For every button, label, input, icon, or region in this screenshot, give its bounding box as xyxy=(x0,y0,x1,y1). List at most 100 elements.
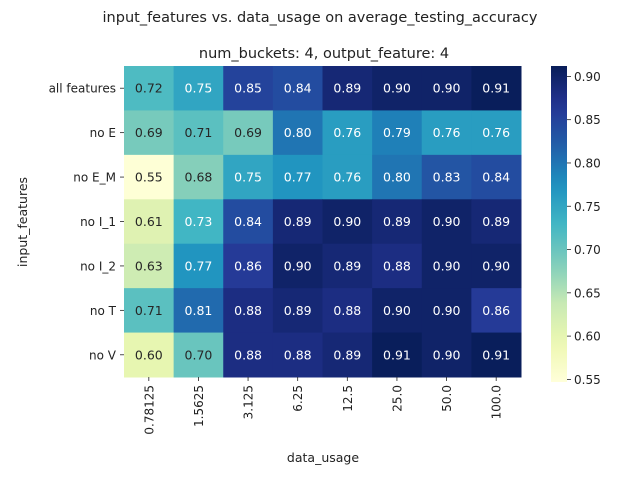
cell-value-label: 0.90 xyxy=(383,303,411,318)
cell-value-label: 0.83 xyxy=(433,170,461,185)
heatmap-cell xyxy=(421,110,472,156)
x-tick-label: 25.0 xyxy=(390,385,404,412)
heatmap-cell xyxy=(272,110,323,156)
cell-value-label: 0.77 xyxy=(185,258,213,273)
cell-value-label: 0.90 xyxy=(284,258,312,273)
heatmap-cell xyxy=(223,288,274,334)
heatmap-cell xyxy=(471,110,522,156)
cell-value-label: 0.80 xyxy=(284,125,312,140)
cell-value-label: 0.89 xyxy=(482,214,510,229)
cell-value-label: 0.72 xyxy=(135,81,163,96)
heatmap-cell xyxy=(124,332,175,378)
cell-value-label: 0.89 xyxy=(333,81,361,96)
colorbar-tick-label: 0.55 xyxy=(574,373,601,387)
cell-value-label: 0.90 xyxy=(433,347,461,362)
heatmap-cell xyxy=(272,243,323,289)
colorbar-tick-label: 0.70 xyxy=(574,243,601,257)
cell-value-label: 0.85 xyxy=(234,81,262,96)
cell-value-label: 0.55 xyxy=(135,170,163,185)
cell-value-label: 0.76 xyxy=(333,125,361,140)
cell-value-label: 0.86 xyxy=(482,303,510,318)
heatmap-cell xyxy=(322,332,373,378)
cell-value-label: 0.91 xyxy=(482,81,510,96)
cell-value-label: 0.71 xyxy=(135,303,163,318)
heatmap-cell xyxy=(372,332,423,378)
heatmap-cell xyxy=(173,110,224,156)
heatmap-cell xyxy=(372,243,423,289)
heatmap-cell xyxy=(421,332,472,378)
chart-subtitle: num_buckets: 4, output_feature: 4 xyxy=(199,46,449,62)
cell-value-label: 0.84 xyxy=(482,170,510,185)
heatmap-cell xyxy=(124,110,175,156)
heatmap-cell xyxy=(471,199,522,245)
heatmap-cell xyxy=(322,110,373,156)
heatmap-cell xyxy=(471,332,522,378)
cell-value-label: 0.75 xyxy=(234,170,262,185)
heatmap-cell xyxy=(272,66,323,111)
heatmap-cell xyxy=(272,199,323,245)
cell-value-label: 0.88 xyxy=(284,347,312,362)
cell-value-label: 0.88 xyxy=(234,347,262,362)
x-axis-label: data_usage xyxy=(287,450,359,465)
colorbar-tick-label: 0.90 xyxy=(574,70,601,84)
cell-value-label: 0.75 xyxy=(185,81,213,96)
cell-value-label: 0.63 xyxy=(135,258,163,273)
cell-value-label: 0.76 xyxy=(482,125,510,140)
heatmap-cell xyxy=(223,332,274,378)
heatmap-cell xyxy=(322,243,373,289)
heatmap-cell xyxy=(421,199,472,245)
cell-value-label: 0.91 xyxy=(482,347,510,362)
heatmap-cell xyxy=(372,110,423,156)
heatmap-cell xyxy=(272,154,323,200)
chart-title: input_features vs. data_usage on average… xyxy=(103,10,538,26)
cell-value-label: 0.90 xyxy=(433,258,461,273)
y-tick-label: all features xyxy=(49,82,116,96)
heatmap-cell xyxy=(124,154,175,200)
cell-value-label: 0.76 xyxy=(433,125,461,140)
cell-value-label: 0.90 xyxy=(383,81,411,96)
heatmap-cell xyxy=(173,66,224,111)
heatmap-cell xyxy=(421,243,472,289)
heatmap-cell xyxy=(421,154,472,200)
cell-value-label: 0.81 xyxy=(185,303,213,318)
heatmap-cell xyxy=(223,199,274,245)
cell-value-label: 0.89 xyxy=(383,214,411,229)
heatmap-cell xyxy=(223,110,274,156)
heatmap-cell xyxy=(471,66,522,111)
cell-value-label: 0.86 xyxy=(234,258,262,273)
cell-value-label: 0.84 xyxy=(234,214,262,229)
heatmap-cell xyxy=(372,154,423,200)
heatmap-cell xyxy=(223,243,274,289)
heatmap-cell xyxy=(471,154,522,200)
x-tick-label: 1.5625 xyxy=(192,385,206,427)
y-axis-label: input_features xyxy=(15,177,30,267)
cell-value-label: 0.89 xyxy=(284,214,312,229)
heatmap-cell xyxy=(421,288,472,334)
colorbar-tick-label: 0.75 xyxy=(574,200,601,214)
cell-value-label: 0.71 xyxy=(185,125,213,140)
cell-value-label: 0.88 xyxy=(383,258,411,273)
cell-value-label: 0.91 xyxy=(383,347,411,362)
cell-value-label: 0.89 xyxy=(333,347,361,362)
heatmap-cell xyxy=(173,199,224,245)
cell-value-label: 0.76 xyxy=(333,170,361,185)
heatmap-cell xyxy=(471,243,522,289)
cell-value-label: 0.90 xyxy=(433,81,461,96)
heatmap-cell xyxy=(471,288,522,334)
x-tick-label: 100.0 xyxy=(490,385,504,419)
cell-value-label: 0.69 xyxy=(234,125,262,140)
heatmap-cell xyxy=(272,332,323,378)
cell-value-label: 0.90 xyxy=(433,303,461,318)
heatmap-cell xyxy=(173,288,224,334)
y-tick-label: no T xyxy=(90,304,117,318)
cell-value-label: 0.90 xyxy=(433,214,461,229)
heatmap-cell xyxy=(322,199,373,245)
y-tick-label: no V xyxy=(89,348,117,362)
cell-value-label: 0.61 xyxy=(135,214,163,229)
heatmap-cell xyxy=(322,154,373,200)
heatmap-cell xyxy=(173,243,224,289)
x-tick-label: 50.0 xyxy=(440,385,454,412)
cell-value-label: 0.88 xyxy=(333,303,361,318)
colorbar-tick-label: 0.65 xyxy=(574,286,601,300)
